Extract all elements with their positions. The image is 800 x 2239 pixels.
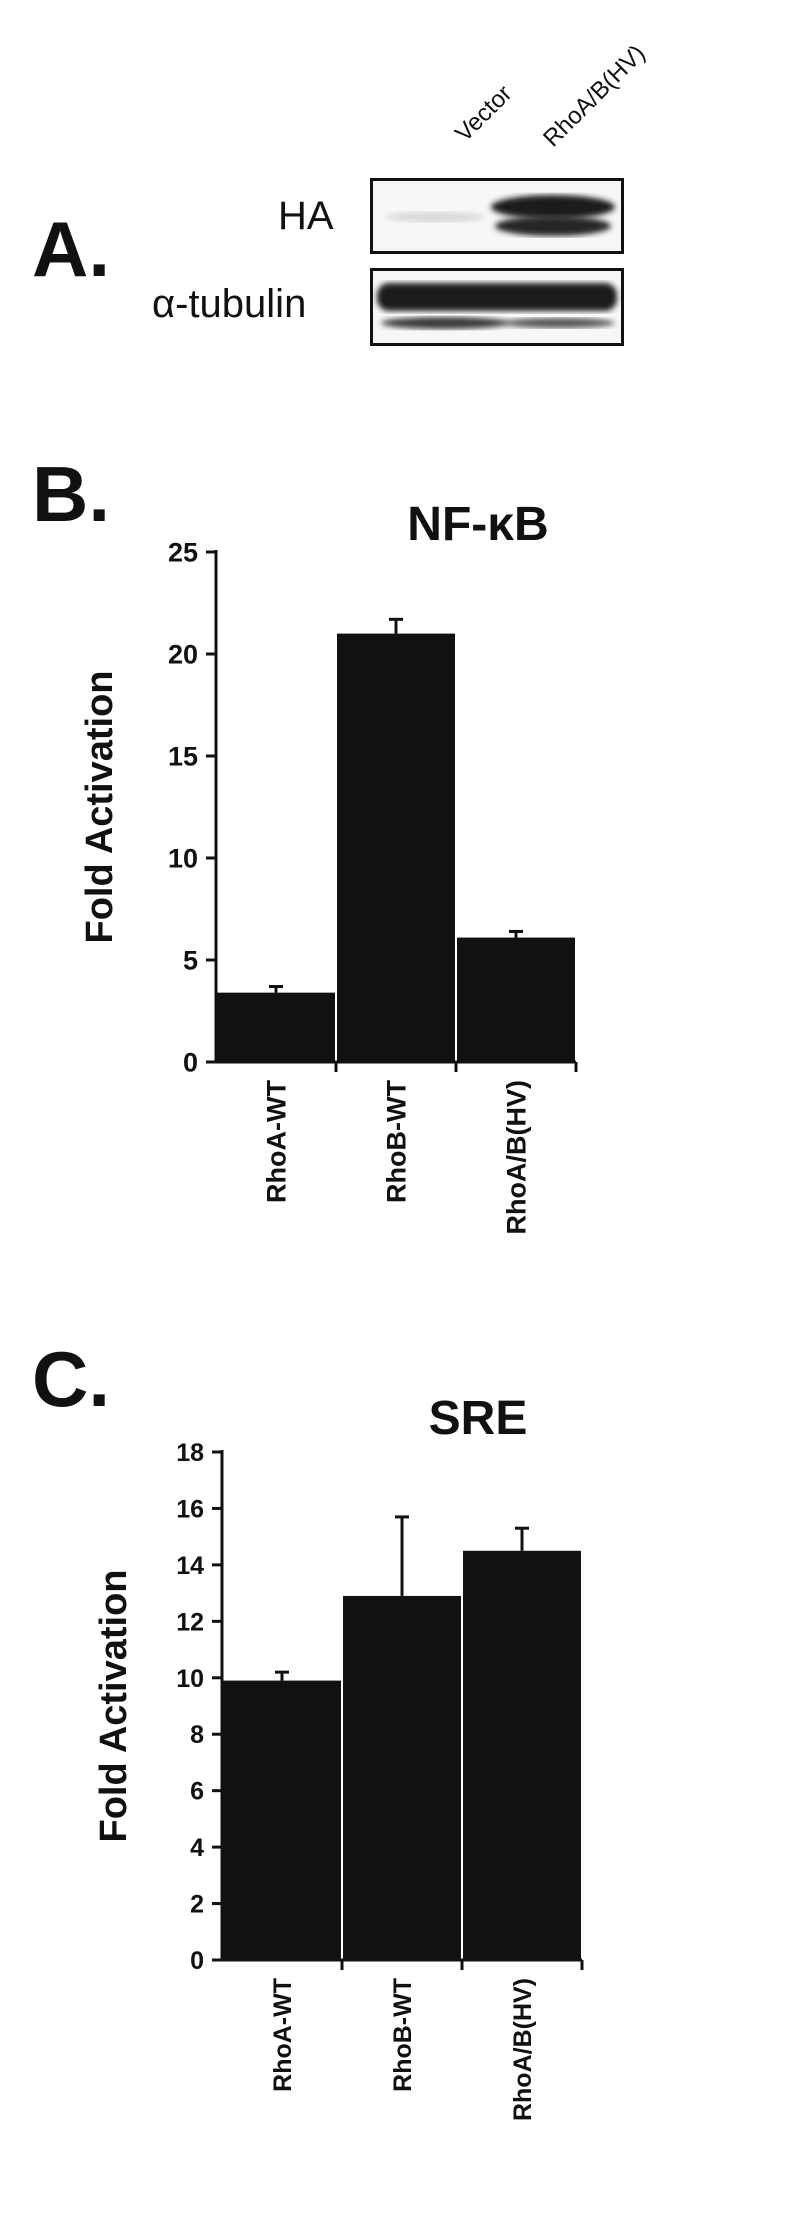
nfkb-y-tick-label-5: 5 — [183, 946, 198, 976]
nfkb-title: NF-κB — [407, 498, 548, 551]
sre-y-tick-label-14: 14 — [176, 1552, 204, 1580]
nfkb-y-axis-label: Fold Activation — [79, 670, 121, 943]
nfkb-bar-rhoa-wt — [217, 992, 335, 1062]
blot-tubulin-bands — [377, 283, 617, 329]
nfkb-category-label-rhob-wt: RhoB-WT — [382, 1079, 412, 1202]
band-tubulin-vector-lower — [381, 317, 509, 329]
blot-ha — [370, 178, 624, 254]
nfkb-y-tick-label-20: 20 — [168, 640, 198, 670]
sre-y-tick-label-12: 12 — [176, 1608, 204, 1636]
sre-category-label-rhob-wt: RhoB-WT — [389, 1978, 417, 2092]
sre-y-tick-label-8: 8 — [190, 1721, 204, 1749]
band-ha-rhoab-hv — [491, 195, 615, 219]
sre-bar-rhoa-b-hv — [463, 1550, 581, 1960]
band-ha-vector — [385, 212, 485, 222]
blot-alpha-tubulin — [370, 268, 624, 346]
nfkb-category-label-rhoa-wt: RhoA-WT — [262, 1079, 292, 1202]
nfkb-y-tick-label-25: 25 — [168, 538, 198, 568]
panel-b-letter: B. — [32, 450, 110, 538]
sre-y-tick-label-6: 6 — [190, 1778, 204, 1806]
sre-y-tick-label-10: 10 — [176, 1665, 204, 1693]
sre-y-axis-label: Fold Activation — [93, 1569, 135, 1842]
sre-category-label-rhoa-wt: RhoA-WT — [269, 1978, 297, 2092]
sre-bar-rhoa-wt — [223, 1680, 341, 1960]
nfkb-category-label-rhoa-b-hv: RhoA/B(HV) — [502, 1080, 532, 1234]
sre-bar-rhob-wt — [343, 1595, 461, 1960]
chart-nfkb: NF-κB Fold Activation 0 5 10 15 20 25 RhoA-WT Rho… — [79, 498, 578, 1234]
panel-a-letter: A. — [32, 205, 110, 293]
lane-label-vector: Vector — [450, 80, 518, 148]
sre-y-tick-label-0: 0 — [190, 1947, 204, 1975]
nfkb-bar-rhoa-b-hv — [457, 937, 575, 1062]
nfkb-y-tick-label-0: 0 — [183, 1048, 198, 1078]
sre-y-tick-label-18: 18 — [176, 1439, 204, 1467]
blot-ha-bands — [385, 195, 615, 236]
chart-sre: SRE Fold Activation 0 2 4 6 8 10 12 14 16 18 RhoA-WT… — [93, 1392, 584, 2121]
nfkb-bar-rhob-wt — [337, 633, 455, 1062]
sre-y-tick-label-16: 16 — [176, 1495, 204, 1523]
sre-y-tick-label-2: 2 — [190, 1891, 204, 1919]
lane-label-rhoab-hv: RhoA/B(HV) — [538, 39, 651, 153]
blot-label-ha: HA — [278, 194, 334, 238]
blot-label-alpha-tubulin: α-tubulin — [152, 282, 307, 326]
sre-y-tick-label-4: 4 — [190, 1834, 204, 1862]
band-ha-rhoab-hv-lower — [495, 216, 611, 236]
panel-c-letter: C. — [32, 1335, 110, 1423]
sre-title: SRE — [429, 1392, 528, 1445]
band-tubulin-upper — [377, 283, 617, 311]
nfkb-y-tick-label-15: 15 — [168, 742, 198, 772]
nfkb-y-tick-label-10: 10 — [168, 844, 198, 874]
band-tubulin-rhoab-lower — [503, 318, 615, 328]
sre-category-label-rhoa-b-hv: RhoA/B(HV) — [509, 1978, 537, 2121]
